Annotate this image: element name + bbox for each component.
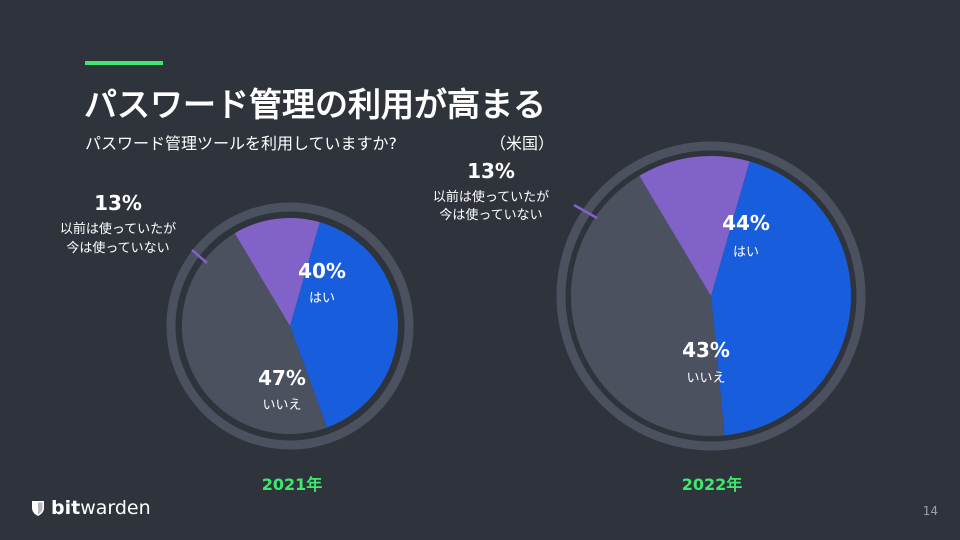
page-title: パスワード管理の利用が高まる xyxy=(84,85,546,124)
pie-slice-1-1 xyxy=(290,222,399,428)
pie-label-2-3-line2: 今は使っていない xyxy=(439,207,542,223)
pie-label-1-1: はい xyxy=(309,291,335,306)
pie-pct-2-2: 43% xyxy=(682,338,730,362)
shield-icon xyxy=(32,500,44,516)
pie-pct-1-2: 47% xyxy=(258,366,306,390)
pie-label-1-3-line2: 今は使っていない xyxy=(66,240,169,256)
pie-pct-2-1: 44% xyxy=(722,211,770,235)
pie-pct-2-3: 13% xyxy=(467,159,515,183)
logo-text-light: warden xyxy=(80,497,151,519)
pie-label-2-1: はい xyxy=(733,245,759,260)
pie-label-2-3-line1: 以前は使っていたが xyxy=(433,189,549,205)
pie-slice-2-2 xyxy=(571,175,725,437)
pie-slice-2-3 xyxy=(639,156,750,296)
pie-label-1-2: いいえ xyxy=(262,398,301,413)
pie-pct-1-1: 40% xyxy=(298,259,346,283)
pie-ring-2 xyxy=(556,141,866,451)
bitwarden-logo: bitwarden xyxy=(31,497,151,519)
pie-year-1: 2021年 xyxy=(262,475,323,494)
pie-slice-1-2 xyxy=(181,233,327,434)
page-number: 14 xyxy=(922,504,938,518)
page-subtitle: パスワード管理ツールを利用していますか? xyxy=(85,134,398,153)
pie-ring-1 xyxy=(166,202,414,450)
region-label: （米国） xyxy=(490,134,555,153)
logo-text-bold: bit xyxy=(51,497,81,519)
pie-leader-1 xyxy=(191,249,208,264)
pie-slice-1-3 xyxy=(234,217,320,326)
pie-year-2: 2022年 xyxy=(682,475,743,494)
pie-pct-1-3: 13% xyxy=(94,191,142,215)
pie-label-2-2: いいえ xyxy=(686,371,725,386)
pie-label-1-3-line1: 以前は使っていたが xyxy=(60,221,176,237)
pie-slice-2-1 xyxy=(711,161,852,436)
pie-leader-2 xyxy=(573,203,598,220)
title-accent-bar xyxy=(85,61,163,65)
